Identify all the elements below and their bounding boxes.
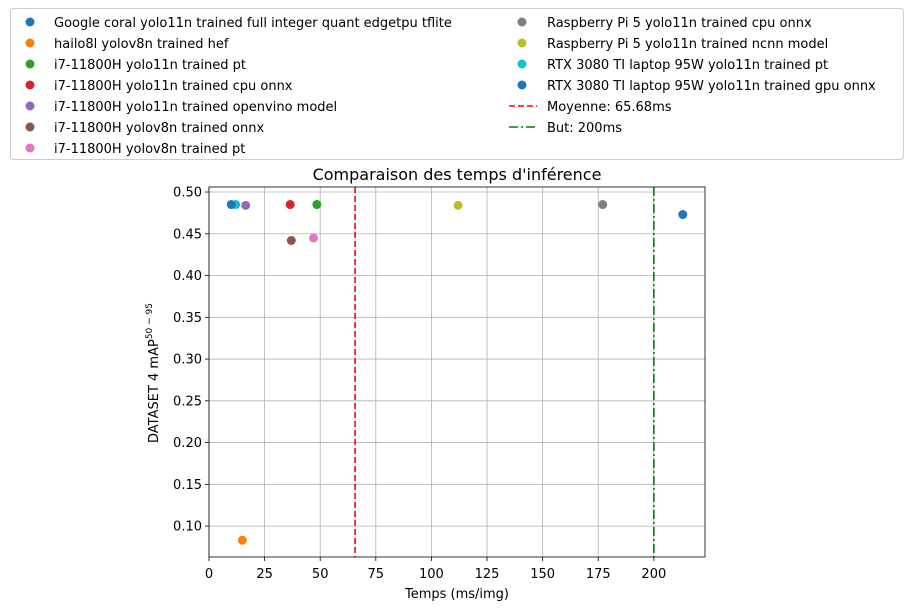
data-point bbox=[237, 535, 247, 545]
legend-marker bbox=[517, 38, 527, 48]
data-point bbox=[309, 233, 319, 243]
legend-label: hailo8l yolov8n trained hef bbox=[54, 37, 229, 52]
x-tick-label: 100 bbox=[419, 567, 444, 582]
y-tick-label: 0.50 bbox=[173, 186, 202, 201]
x-tick-label: 75 bbox=[368, 567, 385, 582]
y-tick-label: 0.35 bbox=[173, 311, 202, 326]
x-tick-label: 0 bbox=[205, 567, 213, 582]
x-tick-label: 200 bbox=[641, 567, 666, 582]
data-point bbox=[286, 235, 296, 245]
data-point bbox=[678, 210, 688, 220]
data-point bbox=[226, 200, 236, 210]
x-axis-ticks: 0 25 50 75 100 125 150 175 200 bbox=[205, 557, 666, 582]
legend-marker bbox=[517, 80, 527, 90]
y-tick-label: 0.15 bbox=[173, 478, 202, 493]
x-tick-label: 125 bbox=[475, 567, 500, 582]
y-tick-label: 0.30 bbox=[173, 353, 202, 368]
plot-frame bbox=[208, 186, 706, 558]
x-tick-label: 150 bbox=[530, 567, 555, 582]
legend-label: i7-11800H yolo11n trained openvino model bbox=[54, 100, 337, 115]
legend-label: Moyenne: 65.68ms bbox=[547, 100, 672, 115]
y-axis-ticks: 0.10 0.15 0.20 0.25 0.30 0.35 0.40 0.45 0.50 bbox=[173, 186, 209, 535]
legend-label: RTX 3080 TI laptop 95W yolo11n trained p… bbox=[547, 58, 828, 73]
legend-marker bbox=[25, 17, 35, 27]
y-axis-label: DATASET 4 mAP50 − 95 bbox=[145, 303, 162, 443]
legend-marker bbox=[517, 17, 527, 27]
legend-label: RTX 3080 TI laptop 95W yolo11n trained g… bbox=[547, 79, 876, 94]
x-tick-label: 175 bbox=[586, 567, 611, 582]
legend-marker bbox=[25, 143, 35, 153]
y-tick-label: 0.45 bbox=[173, 227, 202, 242]
legend-label: Google coral yolo11n trained full intege… bbox=[54, 16, 452, 31]
data-point bbox=[241, 200, 251, 210]
legend-marker bbox=[25, 101, 35, 111]
legend-label: Raspberry Pi 5 yolo11n trained ncnn mode… bbox=[547, 37, 828, 52]
legend-box bbox=[10, 8, 904, 160]
data-point bbox=[312, 200, 322, 210]
legend-label: i7-11800H yolov8n trained onnx bbox=[54, 121, 264, 136]
x-tick-label: 25 bbox=[256, 567, 273, 582]
y-tick-label: 0.40 bbox=[173, 269, 202, 284]
legend: Google coral yolo11n trained full intege… bbox=[10, 8, 904, 160]
data-point bbox=[598, 200, 608, 210]
chart-title: Comparaison des temps d'inférence bbox=[313, 165, 602, 184]
legend-label: i7-11800H yolov8n trained pt bbox=[54, 142, 245, 157]
reference-lines bbox=[354, 187, 655, 557]
legend-marker bbox=[25, 80, 35, 90]
legend-marker bbox=[25, 38, 35, 48]
data-point bbox=[453, 200, 463, 210]
x-tick-label: 50 bbox=[312, 567, 329, 582]
data-points bbox=[226, 200, 688, 545]
y-axis-label-main: DATASET 4 mAP bbox=[147, 339, 162, 443]
y-tick-label: 0.20 bbox=[173, 436, 202, 451]
legend-marker bbox=[517, 59, 527, 69]
y-tick-label: 0.25 bbox=[173, 394, 202, 409]
legend-label: i7-11800H yolo11n trained cpu onnx bbox=[54, 79, 293, 94]
legend-marker bbox=[25, 122, 35, 132]
y-axis-label-superscript: 50 − 95 bbox=[145, 303, 155, 339]
legend-label: Raspberry Pi 5 yolo11n trained cpu onnx bbox=[547, 16, 812, 31]
y-tick-label: 0.10 bbox=[173, 520, 202, 535]
legend-marker bbox=[25, 59, 35, 69]
legend-label: i7-11800H yolo11n trained pt bbox=[54, 58, 246, 73]
grid bbox=[208, 187, 705, 557]
data-point bbox=[285, 200, 295, 210]
x-axis-label: Temps (ms/img) bbox=[404, 587, 509, 602]
legend-label: But: 200ms bbox=[547, 121, 622, 136]
